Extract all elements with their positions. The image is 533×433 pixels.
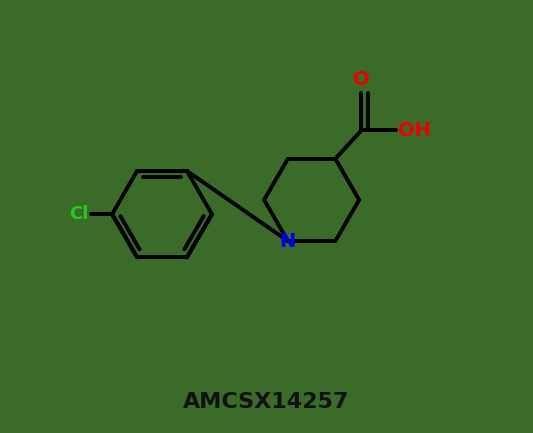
Text: Cl: Cl (69, 205, 88, 223)
Text: O: O (353, 71, 370, 89)
Text: OH: OH (398, 121, 431, 140)
Text: N: N (280, 232, 296, 251)
Text: AMCSX14257: AMCSX14257 (183, 392, 350, 412)
